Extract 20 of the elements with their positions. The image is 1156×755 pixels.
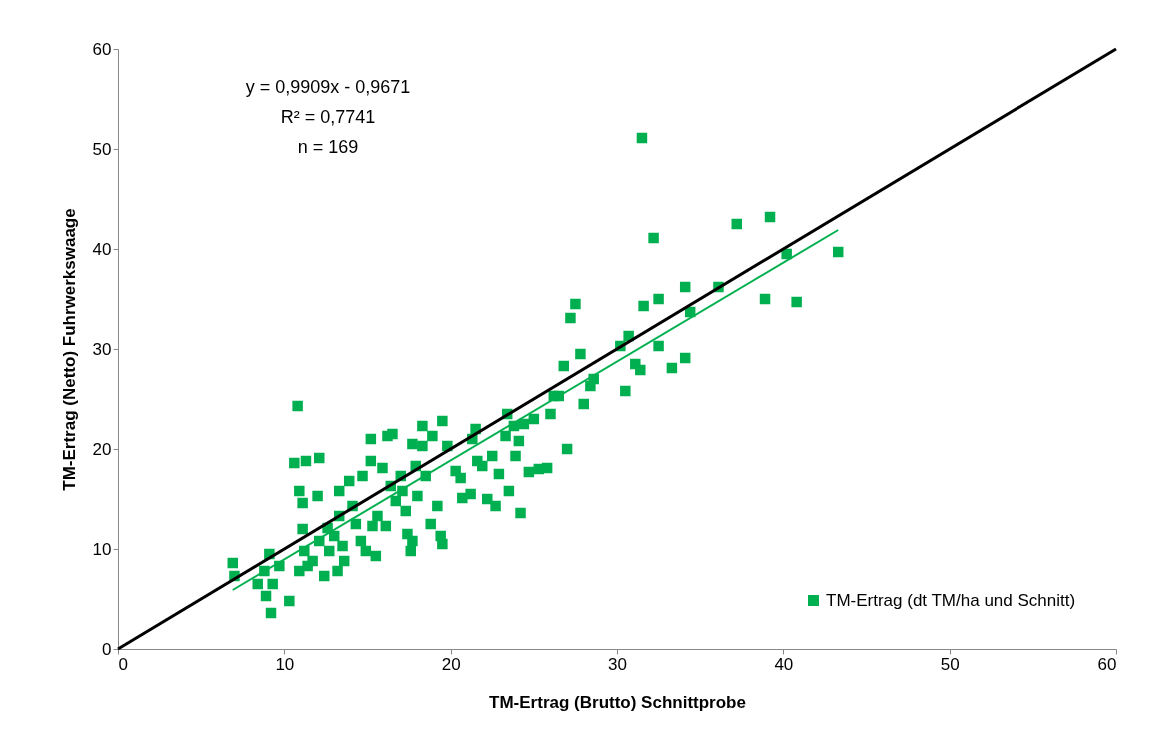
annotation: R² = 0,7741 xyxy=(280,107,376,127)
y-tick-label: 30 xyxy=(92,339,112,359)
y-tick-label: 20 xyxy=(92,439,112,459)
x-tick-label: 50 xyxy=(940,654,960,674)
x-axis-title: TM-Ertrag (Brutto) Schnittprobe xyxy=(489,692,746,712)
y-tick-label: 0 xyxy=(102,639,112,659)
annotation: n = 169 xyxy=(297,137,359,157)
y-axis-title: TM-Ertrag (Netto) Fuhrwerkswaage xyxy=(59,208,79,491)
x-tick-label: 10 xyxy=(275,654,295,674)
x-tick-label: 20 xyxy=(441,654,461,674)
x-tick-label: 30 xyxy=(608,654,627,674)
annotation: y = 0,9909x - 0,9671 xyxy=(245,77,411,97)
x-tick-label: 60 xyxy=(1097,654,1117,674)
legend-label: TM-Ertrag (dt TM/ha und Schnitt) xyxy=(826,590,1076,610)
x-tick-label: 40 xyxy=(774,654,794,674)
y-tick-label: 10 xyxy=(92,539,112,559)
y-tick-label: 40 xyxy=(92,239,112,259)
y-tick-label: 60 xyxy=(92,39,112,59)
x-tick-label: 0 xyxy=(118,654,128,674)
y-tick-label: 50 xyxy=(92,139,112,159)
